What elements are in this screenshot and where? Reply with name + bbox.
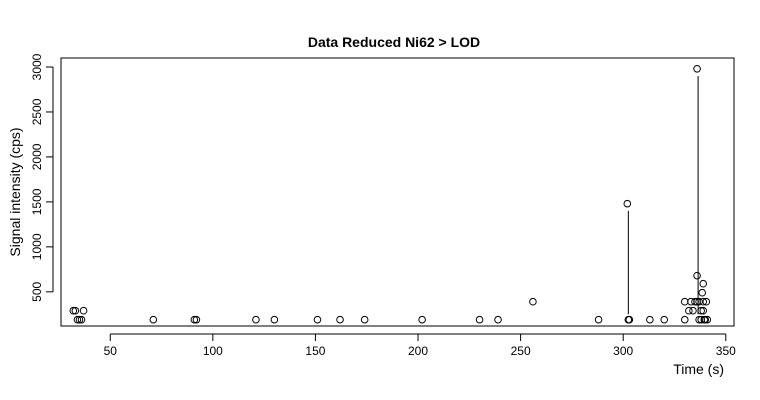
- x-tick-label: 250: [511, 344, 531, 358]
- y-axis: 500 1000 1500 2000 2500 3000: [30, 53, 54, 302]
- x-tick-label: 350: [716, 344, 736, 358]
- data-point: [360, 315, 369, 324]
- data-point: [192, 315, 201, 324]
- data-point: [75, 315, 84, 324]
- data-point: [418, 315, 426, 324]
- x-axis-label: Time (s): [673, 361, 724, 377]
- data-point: [689, 306, 697, 315]
- data-point: [699, 297, 708, 306]
- y-tick-label: 1000: [30, 233, 44, 260]
- data-point: [529, 297, 537, 306]
- series-lines: [627, 75, 699, 315]
- data-point: [313, 315, 322, 324]
- data-point: [693, 271, 701, 280]
- y-tick-label: 500: [30, 281, 44, 301]
- data-point: [680, 315, 689, 324]
- y-tick-label: 3000: [30, 53, 44, 80]
- data-point: [699, 279, 708, 288]
- data-point: [494, 315, 502, 324]
- data-point: [703, 315, 712, 324]
- data-point: [149, 315, 158, 324]
- x-tick-label: 150: [305, 344, 325, 358]
- data-point: [270, 315, 279, 324]
- data-point: [336, 315, 344, 324]
- plot-frame: [60, 57, 735, 327]
- data-point: [695, 297, 703, 306]
- y-tick-label: 2000: [30, 143, 44, 170]
- y-tick-label: 2500: [30, 98, 44, 125]
- data-point: [79, 306, 88, 315]
- x-tick-label: 200: [408, 344, 428, 358]
- data-points: [69, 64, 712, 324]
- data-point: [646, 315, 654, 324]
- y-tick-label: 1500: [30, 188, 44, 215]
- x-tick-label: 300: [613, 344, 633, 358]
- data-point: [77, 315, 86, 324]
- data-point: [69, 306, 78, 315]
- x-tick-label: 50: [104, 344, 118, 358]
- data-point: [71, 306, 80, 315]
- data-point: [702, 297, 711, 306]
- data-point: [594, 315, 603, 324]
- x-tick-label: 100: [203, 344, 223, 358]
- data-point: [693, 64, 701, 73]
- data-point: [698, 288, 706, 297]
- x-axis: 50 100 150 200 250 300 350: [104, 333, 736, 358]
- data-point: [691, 297, 699, 306]
- data-point: [252, 315, 260, 324]
- data-point: [625, 315, 634, 324]
- data-point: [699, 306, 708, 315]
- data-point: [697, 306, 705, 315]
- data-point: [660, 315, 669, 324]
- chart-title: Data Reduced Ni62 > LOD: [308, 34, 480, 50]
- data-point: [623, 199, 632, 208]
- data-point: [701, 315, 710, 324]
- data-point: [190, 315, 199, 324]
- data-point: [73, 315, 82, 324]
- data-point: [685, 306, 693, 315]
- data-point: [680, 297, 689, 306]
- data-point: [475, 315, 484, 324]
- y-axis-label: Signal intensity (cps): [7, 127, 23, 256]
